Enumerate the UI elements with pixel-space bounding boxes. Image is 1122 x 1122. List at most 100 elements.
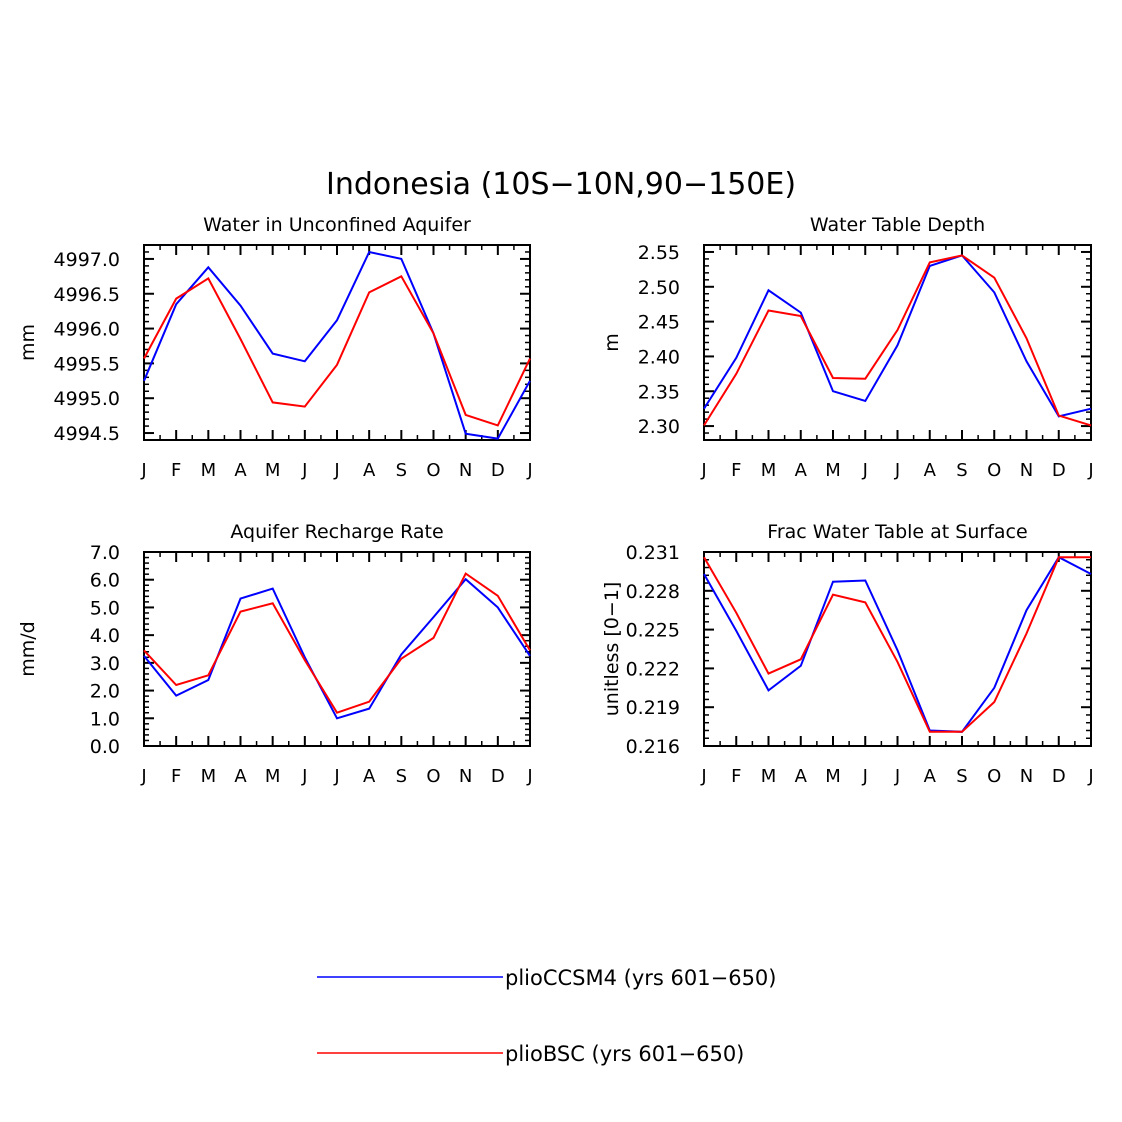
x-tick-label: J xyxy=(700,766,706,787)
y-tick-label: 0.225 xyxy=(626,620,680,642)
x-tick-label: A xyxy=(924,766,937,787)
series-line-plioBSC xyxy=(703,556,1091,733)
series-line-plioCCSM4 xyxy=(143,577,531,720)
x-tick-label: O xyxy=(987,460,1001,481)
x-tick-label: N xyxy=(1020,460,1033,481)
x-tick-label: O xyxy=(987,766,1001,787)
figure-title: Indonesia (10S−10N,90−150E) xyxy=(326,167,796,202)
y-tick-label: 4995.0 xyxy=(54,388,120,410)
legend-label-plioBSC: plioBSC (yrs 601−650) xyxy=(505,1042,744,1066)
x-tick-label: J xyxy=(301,460,307,481)
x-tick-label: F xyxy=(731,460,741,481)
y-tick-label: 2.55 xyxy=(638,242,680,264)
y-axis-label: mm xyxy=(17,324,39,361)
x-tick-label: J xyxy=(301,766,307,787)
series-line-plioBSC xyxy=(143,572,531,714)
y-tick-label: 4996.0 xyxy=(54,319,120,341)
y-tick-label: 6.0 xyxy=(90,570,120,592)
y-tick-label: 4995.5 xyxy=(54,353,120,375)
x-tick-label: F xyxy=(731,766,741,787)
x-tick-label: D xyxy=(1052,766,1066,787)
plot-frame xyxy=(703,244,1092,441)
y-tick-label: 5.0 xyxy=(90,597,120,619)
panel-title: Water in Unconfined Aquifer xyxy=(203,214,471,236)
y-tick-label: 0.216 xyxy=(626,736,680,758)
x-tick-label: S xyxy=(396,766,407,787)
x-tick-label: F xyxy=(171,460,181,481)
legend: plioCCSM4 (yrs 601−650) plioBSC (yrs 601… xyxy=(317,966,776,1066)
y-axis-label: unitless [0−1] xyxy=(601,582,623,717)
x-tick-label: O xyxy=(426,766,440,787)
x-tick-label: J xyxy=(140,766,146,787)
x-tick-label: D xyxy=(1052,460,1066,481)
y-tick-label: 0.228 xyxy=(626,581,680,603)
y-tick-label: 2.0 xyxy=(90,681,120,703)
panel-title: Water Table Depth xyxy=(810,214,985,236)
x-tick-label: N xyxy=(1020,766,1033,787)
x-tick-label: J xyxy=(140,460,146,481)
panel-title: Aquifer Recharge Rate xyxy=(230,521,443,543)
x-tick-label: A xyxy=(924,460,937,481)
x-tick-label: M xyxy=(825,766,841,787)
y-tick-label: 4.0 xyxy=(90,625,120,647)
y-tick-label: 0.219 xyxy=(626,697,680,719)
series-line-plioCCSM4 xyxy=(143,250,531,440)
x-tick-label: S xyxy=(956,460,967,481)
y-tick-label: 2.40 xyxy=(638,346,680,368)
y-tick-label: 2.50 xyxy=(638,277,680,299)
x-tick-label: A xyxy=(234,766,247,787)
x-tick-label: M xyxy=(825,460,841,481)
x-tick-label: J xyxy=(1087,766,1093,787)
y-tick-label: 2.45 xyxy=(638,312,680,334)
x-tick-label: M xyxy=(265,460,281,481)
x-tick-label: D xyxy=(491,766,505,787)
y-tick-label: 0.231 xyxy=(626,542,680,564)
x-tick-label: M xyxy=(265,766,281,787)
series-line-plioBSC xyxy=(143,274,531,427)
y-tick-label: 0.0 xyxy=(90,736,120,758)
y-axis-label: m xyxy=(601,333,623,352)
panel-title: Frac Water Table at Surface xyxy=(767,521,1027,543)
x-tick-label: S xyxy=(396,460,407,481)
x-tick-label: D xyxy=(491,460,505,481)
y-axis-label: mm/d xyxy=(17,621,39,676)
x-tick-label: M xyxy=(201,460,217,481)
x-tick-label: J xyxy=(862,460,868,481)
x-tick-label: A xyxy=(363,766,376,787)
x-tick-label: M xyxy=(761,460,777,481)
series-line-plioCCSM4 xyxy=(703,555,1092,733)
x-tick-label: M xyxy=(201,766,217,787)
x-tick-label: J xyxy=(894,460,900,481)
y-tick-label: 0.222 xyxy=(626,658,680,680)
series-line-plioBSC xyxy=(703,254,1092,427)
y-tick-label: 4997.0 xyxy=(54,249,120,271)
y-tick-label: 3.0 xyxy=(90,653,120,675)
x-tick-label: J xyxy=(333,766,339,787)
x-tick-label: J xyxy=(526,460,532,481)
x-tick-label: F xyxy=(171,766,181,787)
y-tick-label: 2.30 xyxy=(638,416,680,438)
x-tick-label: A xyxy=(795,766,808,787)
y-tick-label: 4994.5 xyxy=(54,423,120,445)
series-line-plioCCSM4 xyxy=(703,254,1092,418)
x-tick-label: N xyxy=(459,766,472,787)
x-tick-label: J xyxy=(333,460,339,481)
y-tick-label: 7.0 xyxy=(90,542,120,564)
x-tick-label: M xyxy=(761,766,777,787)
x-tick-label: A xyxy=(234,460,247,481)
x-tick-label: N xyxy=(459,460,472,481)
legend-label-plioCCSM4: plioCCSM4 (yrs 601−650) xyxy=(505,966,776,990)
x-tick-label: S xyxy=(956,766,967,787)
y-tick-label: 4996.5 xyxy=(54,284,120,306)
x-tick-label: O xyxy=(426,460,440,481)
x-tick-label: J xyxy=(1087,460,1093,481)
x-tick-label: J xyxy=(862,766,868,787)
x-tick-label: J xyxy=(526,766,532,787)
x-tick-label: A xyxy=(795,460,808,481)
